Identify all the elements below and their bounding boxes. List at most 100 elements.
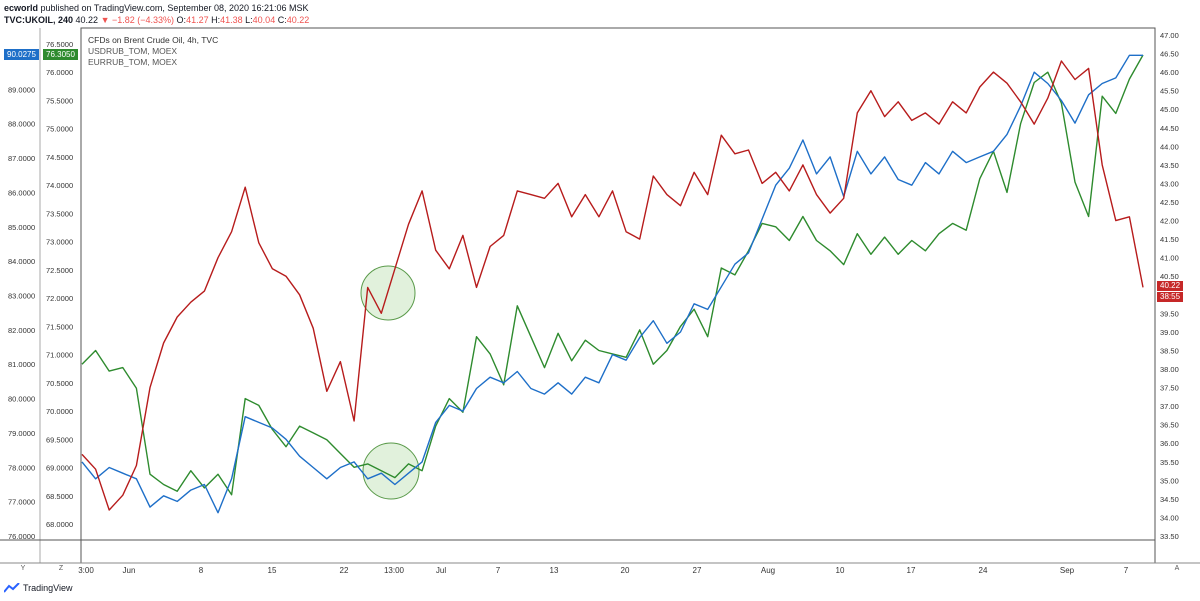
tradingview-logo-icon [4, 583, 20, 593]
close-label: C: [277, 15, 287, 25]
time-tick-label: 3:00 [78, 566, 94, 575]
series-oil-line [81, 60, 1144, 511]
axis-tick-label: 44.50 [1160, 124, 1179, 133]
footer-brand[interactable]: TradingView [4, 583, 73, 593]
axis-tick-label: 37.50 [1160, 384, 1179, 393]
publish-text: published on TradingView.com, September … [38, 3, 309, 13]
axis-tick-label: 37.00 [1160, 402, 1179, 411]
axis-tick-label: 80.0000 [8, 395, 35, 404]
axis-tick-label: 82.0000 [8, 326, 35, 335]
time-tick-label: 20 [621, 566, 630, 575]
time-tick-label: Aug [761, 566, 775, 575]
series-lines [81, 54, 1144, 514]
axis-tick-label: 46.50 [1160, 50, 1179, 59]
time-tick-label: 8 [199, 566, 204, 575]
legend-eurrub[interactable]: EURRUB_TOM, MOEX [88, 57, 178, 67]
axis-tick-label: 79.0000 [8, 429, 35, 438]
low-label: L: [245, 15, 253, 25]
oil-last-badge: 40.22 [1157, 281, 1184, 291]
axis-tick-label: 83.0000 [8, 292, 35, 301]
highlight-circle-rub [362, 442, 420, 500]
left-inner-axis-ticks: 76.5000 76.0000 75.5000 75.0000 74.5000 74.00… [46, 40, 73, 529]
axis-tick-label: 74.5000 [46, 153, 73, 162]
axis-tick-label: 75.5000 [46, 96, 73, 105]
time-tick-label: Jul [436, 566, 446, 575]
axis-tick-label: 36.00 [1160, 439, 1179, 448]
axis-tick-label: 45.00 [1160, 105, 1179, 114]
axis-tick-label: 44.00 [1160, 142, 1179, 151]
axis-tick-label: 41.50 [1160, 235, 1179, 244]
high-label: H: [211, 15, 221, 25]
time-tick-label: 7 [1124, 566, 1129, 575]
axis-tick-label: 38.50 [1160, 346, 1179, 355]
time-tick-label: 13:00 [384, 566, 405, 575]
footer-brand-text: TradingView [23, 583, 73, 593]
axis-tick-label: 42.00 [1160, 217, 1179, 226]
open-value: 41.27 [186, 15, 209, 25]
plot-frame [80, 27, 1156, 564]
axis-tick-label: 71.5000 [46, 322, 73, 331]
axis-tick-label: 34.00 [1160, 513, 1179, 522]
axis-tick-label: 45.50 [1160, 87, 1179, 96]
legend-usdrub[interactable]: USDRUB_TOM, MOEX [88, 46, 178, 56]
y-scale-button[interactable]: Y [20, 565, 26, 572]
axis-tick-label: 68.0000 [46, 520, 73, 529]
time-tick-label: 24 [979, 566, 988, 575]
auto-scale-button[interactable]: A [1174, 565, 1180, 572]
axis-tick-label: 73.5000 [46, 209, 73, 218]
axis-tick-label: 72.5000 [46, 266, 73, 275]
bar-timer-badge: 38:55 [1157, 292, 1184, 302]
axis-tick-label: 70.5000 [46, 379, 73, 388]
axis-tick-label: 33.50 [1160, 532, 1179, 541]
axis-tick-label: 73.0000 [46, 238, 73, 247]
last-price: 40.22 [75, 15, 99, 25]
axis-tick-label: 36.50 [1160, 421, 1179, 430]
legend-main[interactable]: CFDs on Brent Crude Oil, 4h, TVC [88, 35, 219, 45]
axis-tick-label: 47.00 [1160, 31, 1179, 40]
time-tick-label: 13 [550, 566, 559, 575]
axis-tick-label: 76.5000 [46, 40, 73, 49]
series-eurrub-line [81, 54, 1144, 496]
author-name[interactable]: ecworld [4, 3, 39, 13]
time-tick-label: 10 [836, 566, 845, 575]
series-usdrub-line [81, 54, 1143, 514]
time-tick-label: 15 [268, 566, 277, 575]
axis-tick-label: 40.50 [1160, 272, 1179, 281]
axis-tick-label: 42.50 [1160, 198, 1179, 207]
time-tick-label: 7 [496, 566, 501, 575]
axis-tick-label: 39.00 [1160, 328, 1179, 337]
axis-tick-label: 89.0000 [8, 85, 35, 94]
axis-tick-label: 77.0000 [8, 498, 35, 507]
axis-tick-label: 75.0000 [46, 125, 73, 134]
axis-tick-label: 41.00 [1160, 254, 1179, 263]
z-scale-button[interactable]: Z [58, 565, 64, 572]
axis-tick-label: 87.0000 [8, 154, 35, 163]
axis-tick-label: 84.0000 [8, 257, 35, 266]
close-value: 40.22 [286, 15, 310, 25]
high-value: 41.38 [220, 15, 243, 25]
axis-tick-label: 70.0000 [46, 407, 73, 416]
low-value: 40.04 [252, 15, 276, 25]
open-label: O: [176, 15, 187, 25]
time-tick-label: Jun [123, 566, 136, 575]
axis-tick-label: 38.00 [1160, 365, 1179, 374]
time-tick-label: 27 [693, 566, 702, 575]
axis-tick-label: 72.0000 [46, 294, 73, 303]
time-tick-label: 22 [340, 566, 349, 575]
eurrub-last-badge: 90.0275 [4, 49, 39, 60]
axis-tick-label: 78.0000 [8, 463, 35, 472]
axis-tick-label: 68.5000 [46, 492, 73, 501]
axis-tick-label: 81.0000 [8, 360, 35, 369]
axis-tick-label: 46.00 [1160, 68, 1179, 77]
axis-tick-label: 35.50 [1160, 458, 1179, 467]
axis-tick-label: 34.50 [1160, 495, 1179, 504]
left-outer-axis-ticks: 90.000089.000088.000087.000086.000085.00… [8, 51, 35, 541]
axis-tick-label: 43.50 [1160, 161, 1179, 170]
time-axis-ticks: 3:00 Jun 8 15 22 13:00 Jul 7 13 20 27 Aug 10 17 24 Sep 7 [78, 566, 1129, 575]
symbol-info: TVC:UKOIL, 240 40.22 ▼ −1.82 (−4.33%) O:… [4, 15, 309, 25]
axis-tick-label: 76.0000 [46, 68, 73, 77]
price-change: ▼ −1.82 (−4.33%) [100, 15, 175, 25]
right-axis-ticks: 47.00 46.50 46.00 45.50 45.00 44.50 44.00 43.50… [1160, 31, 1179, 541]
axis-tick-label: 69.0000 [46, 464, 73, 473]
